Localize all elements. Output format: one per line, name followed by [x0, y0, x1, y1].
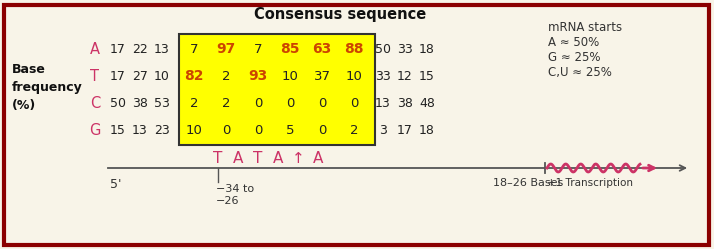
Text: 13: 13 — [375, 97, 391, 110]
Text: G: G — [89, 123, 101, 137]
Text: 0: 0 — [253, 124, 262, 136]
Text: 15: 15 — [419, 69, 435, 82]
Text: A: A — [90, 42, 100, 57]
Text: 37: 37 — [313, 69, 331, 82]
Text: 0: 0 — [318, 97, 326, 110]
Text: 2: 2 — [222, 97, 230, 110]
Text: Consensus sequence: Consensus sequence — [254, 6, 426, 21]
Text: 7: 7 — [190, 43, 198, 56]
Text: 0: 0 — [253, 97, 262, 110]
Text: 7: 7 — [253, 43, 262, 56]
Text: A: A — [313, 151, 323, 166]
Text: 53: 53 — [154, 97, 170, 110]
Text: 2: 2 — [350, 124, 358, 136]
Text: T: T — [213, 151, 223, 166]
Text: G ≈ 25%: G ≈ 25% — [548, 51, 600, 63]
Text: A: A — [233, 151, 243, 166]
Text: 48: 48 — [419, 97, 435, 110]
Text: 97: 97 — [216, 42, 236, 56]
Text: C,U ≈ 25%: C,U ≈ 25% — [548, 65, 612, 78]
Text: 18: 18 — [419, 124, 435, 136]
Text: 13: 13 — [154, 43, 170, 56]
Text: 0: 0 — [318, 124, 326, 136]
Text: 93: 93 — [248, 69, 268, 83]
Text: 22: 22 — [132, 43, 148, 56]
Text: −34 to: −34 to — [216, 184, 254, 194]
Text: A ≈ 50%: A ≈ 50% — [548, 36, 599, 49]
Text: mRNA starts: mRNA starts — [548, 20, 622, 34]
Text: +1 Transcription: +1 Transcription — [547, 178, 633, 188]
Text: 88: 88 — [344, 42, 363, 56]
Text: 10: 10 — [186, 124, 203, 136]
Text: 0: 0 — [350, 97, 358, 110]
Text: 5': 5' — [110, 178, 121, 191]
Text: 17: 17 — [397, 124, 413, 136]
Text: 33: 33 — [375, 69, 391, 82]
Text: 15: 15 — [110, 124, 126, 136]
Text: 50: 50 — [110, 97, 126, 110]
Text: 13: 13 — [132, 124, 148, 136]
Text: 23: 23 — [154, 124, 170, 136]
Text: 0: 0 — [222, 124, 230, 136]
Text: 10: 10 — [154, 69, 170, 82]
Text: 38: 38 — [397, 97, 413, 110]
Text: 85: 85 — [281, 42, 300, 56]
Text: 82: 82 — [184, 69, 203, 83]
Text: Base
frequency
(%): Base frequency (%) — [12, 62, 83, 112]
Text: ↑: ↑ — [291, 151, 304, 166]
Text: 2: 2 — [190, 97, 198, 110]
Text: 17: 17 — [110, 43, 126, 56]
Text: 10: 10 — [346, 69, 363, 82]
Text: 18–26 Bases: 18–26 Bases — [493, 178, 563, 188]
Text: 33: 33 — [397, 43, 413, 56]
Text: 18: 18 — [419, 43, 435, 56]
Text: 12: 12 — [397, 69, 413, 82]
Text: 2: 2 — [222, 69, 230, 82]
Text: 50: 50 — [375, 43, 391, 56]
Text: 10: 10 — [281, 69, 298, 82]
Text: 27: 27 — [132, 69, 148, 82]
Bar — [179, 34, 375, 145]
Text: 0: 0 — [286, 97, 294, 110]
Text: T: T — [253, 151, 263, 166]
Text: A: A — [273, 151, 283, 166]
Text: 5: 5 — [286, 124, 294, 136]
Text: 3: 3 — [379, 124, 387, 136]
Text: 38: 38 — [132, 97, 148, 110]
Text: −26: −26 — [216, 196, 239, 206]
Text: 17: 17 — [110, 69, 126, 82]
Text: 63: 63 — [313, 42, 331, 56]
Text: C: C — [90, 96, 100, 111]
Text: T: T — [91, 68, 99, 83]
